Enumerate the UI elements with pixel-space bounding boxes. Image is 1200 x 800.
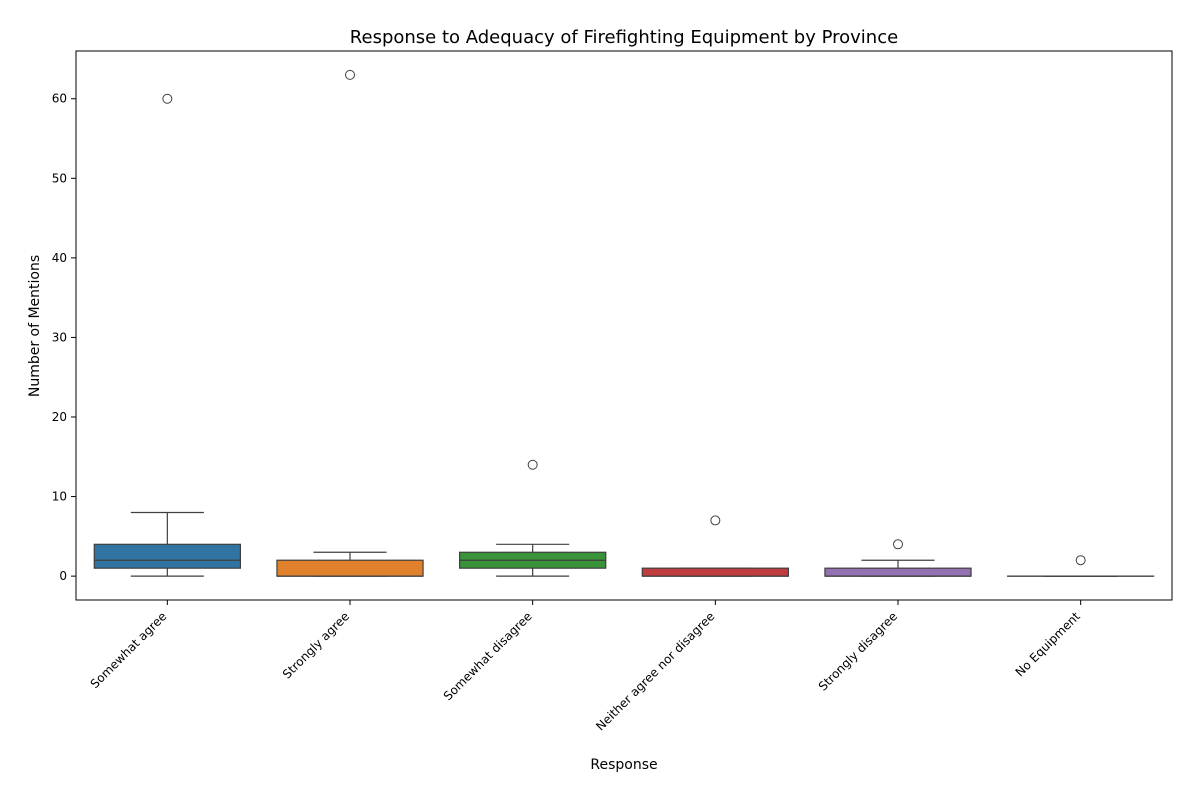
- y-tick-label: 20: [52, 410, 67, 424]
- outlier-point: [710, 515, 721, 526]
- x-tick-label: No Equipment: [1013, 609, 1083, 679]
- x-axis-label: Response: [590, 757, 657, 773]
- box: [276, 559, 424, 577]
- y-tick-label: 40: [52, 251, 67, 265]
- x-tick-label: Strongly disagree: [816, 609, 900, 693]
- outlier-point: [527, 459, 538, 470]
- y-tick-label: 50: [52, 171, 67, 185]
- y-tick-label: 30: [52, 330, 67, 344]
- plot-frame: [75, 50, 1173, 601]
- chart-title: Response to Adequacy of Firefighting Equ…: [350, 27, 898, 48]
- y-tick-label: 10: [52, 490, 67, 504]
- x-tick-label: Somewhat disagree: [441, 609, 535, 703]
- outlier-point: [893, 539, 903, 550]
- y-tick-label: 0: [59, 569, 67, 583]
- x-tick-label: Neither agree nor disagree: [593, 609, 717, 733]
- outlier-point: [162, 93, 173, 104]
- outlier-point: [345, 69, 355, 80]
- outlier-point: [1075, 555, 1086, 566]
- x-tick-label: Somewhat agree: [88, 609, 170, 691]
- y-tick-label: 60: [52, 92, 67, 106]
- box: [93, 543, 242, 569]
- box: [824, 567, 972, 577]
- box: [641, 567, 789, 577]
- y-axis-label: Number of Mentions: [27, 255, 43, 397]
- x-tick-label: Strongly agree: [280, 609, 352, 681]
